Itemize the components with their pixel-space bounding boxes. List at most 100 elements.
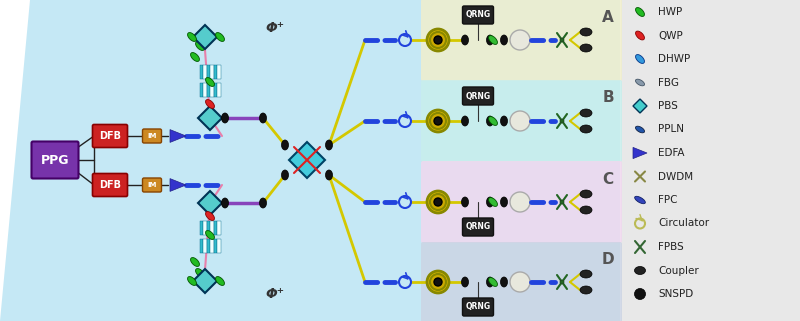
FancyBboxPatch shape — [93, 125, 127, 148]
Polygon shape — [206, 83, 210, 97]
Polygon shape — [199, 83, 203, 97]
Ellipse shape — [259, 198, 266, 208]
Polygon shape — [633, 147, 647, 159]
Polygon shape — [214, 221, 217, 235]
Text: DHWP: DHWP — [658, 54, 690, 64]
Circle shape — [430, 32, 446, 48]
Text: PPLN: PPLN — [658, 125, 684, 134]
Polygon shape — [289, 142, 325, 178]
Ellipse shape — [486, 116, 494, 126]
Ellipse shape — [462, 197, 469, 207]
Polygon shape — [203, 83, 206, 97]
Ellipse shape — [195, 269, 205, 277]
Polygon shape — [217, 221, 221, 235]
Polygon shape — [30, 0, 620, 321]
Text: Φ⁺: Φ⁺ — [266, 21, 285, 35]
Ellipse shape — [489, 36, 498, 44]
Polygon shape — [633, 99, 647, 113]
Text: PPG: PPG — [41, 153, 70, 167]
Ellipse shape — [635, 126, 645, 133]
Ellipse shape — [206, 212, 214, 221]
FancyBboxPatch shape — [421, 80, 622, 162]
Ellipse shape — [501, 35, 507, 45]
Text: QRNG: QRNG — [466, 11, 490, 20]
Text: Φ⁺: Φ⁺ — [266, 287, 285, 301]
FancyBboxPatch shape — [462, 6, 494, 24]
Ellipse shape — [489, 278, 498, 286]
Circle shape — [560, 200, 564, 204]
Polygon shape — [170, 130, 186, 143]
Text: HWP: HWP — [658, 7, 682, 17]
Text: FPC: FPC — [658, 195, 678, 205]
Polygon shape — [198, 191, 222, 215]
FancyBboxPatch shape — [421, 242, 622, 321]
FancyBboxPatch shape — [462, 298, 494, 316]
Text: FPBS: FPBS — [658, 242, 684, 252]
Ellipse shape — [580, 206, 592, 214]
Polygon shape — [199, 239, 203, 253]
Ellipse shape — [462, 35, 469, 45]
Text: IM: IM — [147, 133, 157, 139]
Ellipse shape — [501, 277, 507, 287]
FancyBboxPatch shape — [462, 87, 494, 105]
Ellipse shape — [190, 257, 199, 266]
Circle shape — [560, 38, 564, 42]
FancyBboxPatch shape — [142, 178, 162, 192]
Circle shape — [430, 113, 446, 129]
Polygon shape — [203, 221, 206, 235]
Ellipse shape — [215, 277, 225, 285]
Ellipse shape — [282, 170, 289, 180]
Polygon shape — [193, 269, 217, 293]
FancyBboxPatch shape — [462, 218, 494, 236]
Ellipse shape — [580, 28, 592, 36]
Text: Coupler: Coupler — [658, 265, 698, 275]
Ellipse shape — [635, 55, 645, 64]
Polygon shape — [214, 83, 217, 97]
Text: B: B — [602, 91, 614, 106]
Ellipse shape — [580, 44, 592, 52]
Text: DFB: DFB — [99, 131, 121, 141]
Polygon shape — [206, 221, 210, 235]
Ellipse shape — [501, 116, 507, 126]
Circle shape — [427, 191, 449, 213]
Polygon shape — [210, 221, 214, 235]
Polygon shape — [0, 0, 620, 321]
Text: C: C — [602, 171, 614, 187]
Polygon shape — [621, 0, 800, 321]
Polygon shape — [199, 221, 203, 235]
Circle shape — [560, 280, 564, 284]
Ellipse shape — [580, 109, 592, 117]
Ellipse shape — [187, 277, 197, 285]
Text: Circulator: Circulator — [658, 219, 709, 229]
Ellipse shape — [259, 113, 266, 123]
Ellipse shape — [190, 53, 199, 61]
Text: QRNG: QRNG — [466, 222, 490, 231]
Ellipse shape — [187, 32, 197, 41]
Ellipse shape — [195, 42, 205, 50]
Ellipse shape — [326, 140, 333, 150]
Ellipse shape — [222, 113, 229, 123]
Circle shape — [434, 36, 442, 44]
Polygon shape — [203, 239, 206, 253]
Ellipse shape — [462, 116, 469, 126]
Ellipse shape — [580, 125, 592, 133]
Polygon shape — [203, 65, 206, 79]
Circle shape — [430, 274, 446, 290]
FancyBboxPatch shape — [421, 0, 622, 81]
Ellipse shape — [489, 197, 498, 206]
Polygon shape — [210, 239, 214, 253]
Ellipse shape — [326, 170, 333, 180]
Ellipse shape — [206, 78, 214, 86]
Ellipse shape — [486, 277, 494, 287]
Ellipse shape — [580, 286, 592, 294]
Ellipse shape — [635, 79, 645, 86]
Circle shape — [430, 194, 446, 210]
Ellipse shape — [501, 197, 507, 207]
Text: QRNG: QRNG — [466, 91, 490, 100]
Circle shape — [427, 271, 449, 293]
Text: DFB: DFB — [99, 180, 121, 190]
Circle shape — [510, 30, 530, 50]
Circle shape — [510, 192, 530, 212]
Ellipse shape — [635, 31, 645, 40]
Ellipse shape — [580, 270, 592, 278]
